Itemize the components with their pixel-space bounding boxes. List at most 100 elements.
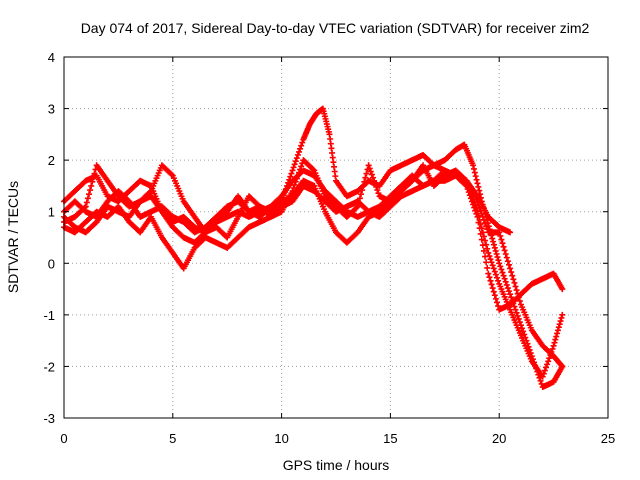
data-point (559, 363, 566, 370)
data-point (557, 318, 564, 325)
data-point (487, 277, 494, 284)
data-point (509, 272, 516, 279)
data-point (363, 170, 370, 177)
data-point (554, 330, 561, 337)
data-point (497, 232, 504, 239)
data-point (287, 173, 294, 180)
data-point (548, 348, 555, 355)
data-point (366, 165, 373, 172)
data-point (471, 169, 478, 176)
data-point (310, 166, 317, 173)
data-point (498, 236, 505, 243)
data-point (485, 249, 492, 256)
data-point (541, 367, 548, 374)
data-point (500, 243, 507, 250)
data-point (504, 285, 511, 292)
data-point (513, 309, 520, 316)
data-point (487, 256, 494, 263)
data-point (371, 177, 378, 184)
data-point (476, 216, 483, 223)
data-point (469, 193, 475, 200)
data-point (470, 165, 477, 172)
data-point (507, 291, 514, 298)
data-point (488, 281, 495, 288)
data-point (499, 269, 506, 276)
data-point (291, 161, 298, 168)
data-point (91, 170, 98, 177)
y-axis-label: SDTVAR / TECUs (5, 181, 21, 293)
data-point (547, 352, 554, 359)
data-point (516, 297, 523, 304)
data-point (299, 139, 306, 146)
y-tick-label: -1 (43, 308, 55, 323)
data-point (476, 187, 483, 194)
data-point (505, 261, 512, 268)
data-point (478, 225, 485, 232)
data-point (473, 205, 480, 212)
data-point (88, 182, 95, 189)
data-point (361, 178, 368, 185)
data-point (559, 311, 566, 318)
data-point (494, 254, 501, 261)
data-point (168, 171, 175, 178)
data-point (360, 182, 367, 189)
data-point (558, 314, 565, 321)
y-tick-label: 4 (48, 50, 55, 65)
data-point (475, 183, 482, 190)
data-point (493, 251, 500, 258)
data-point (494, 274, 501, 281)
x-tick-label: 15 (383, 431, 397, 446)
data-point (474, 180, 481, 187)
data-point (490, 288, 497, 295)
data-point (375, 190, 382, 197)
y-tick-label: -2 (43, 359, 55, 374)
x-tick-label: 25 (601, 431, 615, 446)
data-point (497, 263, 504, 270)
data-point (491, 292, 498, 299)
data-point (471, 199, 478, 206)
x-tick-label: 20 (492, 431, 506, 446)
data-point (294, 151, 301, 158)
y-tick-label: 2 (48, 153, 55, 168)
data-point (537, 377, 544, 384)
data-point (489, 262, 496, 269)
data-point (502, 278, 509, 285)
data-point (359, 187, 366, 194)
data-point (489, 285, 496, 292)
data-point (513, 287, 520, 294)
x-tick-label: 10 (274, 431, 288, 446)
data-point (512, 306, 519, 313)
data-point (475, 212, 482, 219)
y-tick-label: 0 (48, 256, 55, 271)
data-point (502, 251, 509, 258)
data-point (480, 247, 487, 254)
data-point (546, 355, 553, 362)
data-point (495, 277, 502, 284)
data-point (505, 288, 512, 295)
data-point (474, 213, 481, 220)
data-point (470, 162, 477, 169)
data-point (545, 358, 552, 365)
data-point (549, 345, 556, 352)
data-point (482, 220, 489, 227)
data-point (496, 229, 503, 236)
data-point (484, 245, 491, 252)
data-point (555, 324, 562, 331)
data-point (511, 303, 518, 310)
data-point (507, 265, 514, 272)
data-point (501, 247, 508, 254)
data-point (551, 339, 558, 346)
data-point (484, 264, 491, 271)
data-point (372, 180, 379, 187)
data-point (490, 265, 497, 272)
data-point (479, 213, 486, 220)
data-point (478, 236, 485, 243)
data-point (358, 191, 365, 198)
data-point (90, 174, 97, 181)
data-point (480, 233, 487, 240)
data-point (503, 254, 510, 261)
data-point (511, 279, 518, 286)
data-point (492, 271, 499, 278)
